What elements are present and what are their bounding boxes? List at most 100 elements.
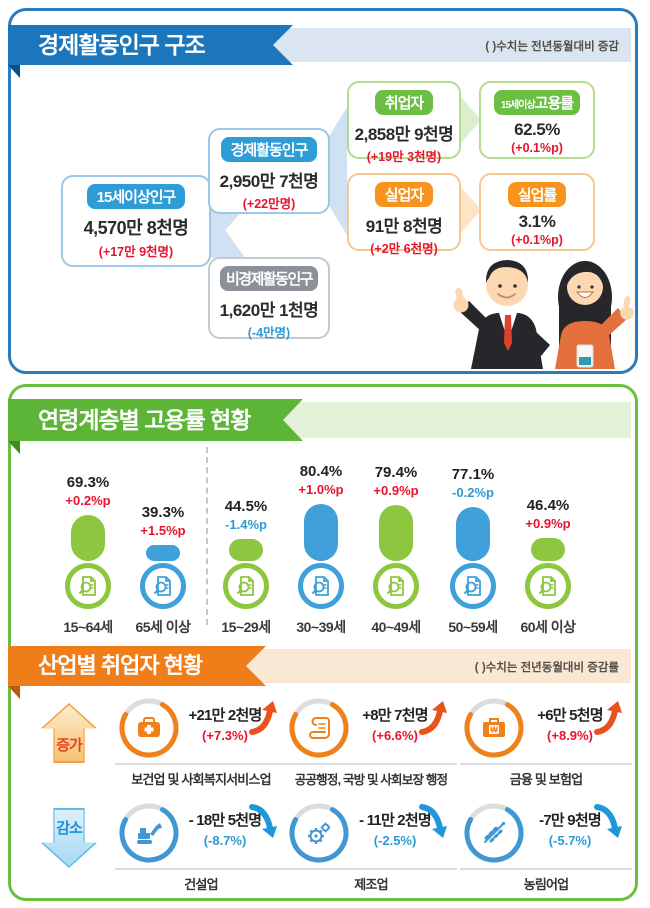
box-label-main: 고용률 bbox=[534, 95, 574, 112]
section1-title: 경제활동인구 구조 bbox=[8, 25, 293, 65]
bar bbox=[146, 545, 180, 561]
industry-value: -7만 9천명 bbox=[539, 812, 601, 829]
industry-rate: (+7.3%) bbox=[202, 728, 248, 743]
doc-magnifier-icon bbox=[298, 563, 344, 609]
industry-rate: (+8.9%) bbox=[547, 728, 593, 743]
bar-change: +0.2%p bbox=[65, 493, 111, 508]
section-employment-stats: 연령계층별 고용률 현황 69.3% +0.2%p 15~64세 39.3% +1.… bbox=[8, 384, 638, 901]
doc-magnifier-icon bbox=[65, 563, 111, 609]
box-employment-rate: 15세이상고용률 62.5% (+0.1%p) bbox=[479, 81, 595, 159]
bar bbox=[304, 504, 338, 561]
decrease-label: 감소 bbox=[56, 820, 83, 837]
divider bbox=[460, 868, 632, 870]
doc-magnifier-icon bbox=[223, 563, 269, 609]
box-value: 1,620만 1천명 bbox=[219, 301, 319, 320]
industry-rate: (-2.5%) bbox=[373, 833, 417, 848]
section-economic-structure: 경제활동인구 구조 ( )수치는 전년동월대비 증감 15세이상인구 4,570… bbox=[8, 8, 638, 374]
ribbon-fold bbox=[8, 686, 20, 699]
section1-note: ( )수치는 전년동월대비 증감 bbox=[485, 41, 619, 53]
trend-up-arrow-icon bbox=[594, 701, 622, 735]
bar bbox=[229, 539, 263, 561]
box-label: 실업자 bbox=[374, 182, 434, 207]
box-value: 3.1% bbox=[518, 212, 556, 231]
thumbs-up-people-illustration bbox=[453, 260, 634, 369]
box-employed: 취업자 2,858만 9천명 (+19만 3천명) bbox=[347, 81, 461, 164]
box-change: (+0.1%p) bbox=[511, 233, 563, 247]
box-unemployed: 실업자 91만 8천명 (+2만 6천명) bbox=[347, 173, 461, 256]
bar-column: 79.4% +0.9%p 40~49세 bbox=[356, 441, 436, 675]
divider bbox=[285, 763, 457, 765]
box-value: 4,570만 8천명 bbox=[83, 218, 189, 238]
bar-change: +1.0%p bbox=[298, 482, 344, 497]
box-change: (+2만 6천명) bbox=[370, 242, 438, 256]
wheat-icon bbox=[463, 802, 525, 864]
bar-value: 79.4% bbox=[374, 464, 418, 481]
doc-magnifier-icon bbox=[140, 563, 186, 609]
scroll-icon bbox=[288, 697, 350, 759]
industry-rate: (+6.6%) bbox=[372, 728, 418, 743]
bar-change: +0.9%p bbox=[373, 483, 419, 498]
industry-name: 건설업 bbox=[184, 877, 218, 892]
svg-text:₩: ₩ bbox=[490, 726, 498, 735]
box-change: (-4만명) bbox=[247, 326, 291, 340]
bar-category-label: 15~29세 bbox=[221, 619, 271, 635]
box-value: 2,950만 7천명 bbox=[219, 172, 319, 191]
excavator-icon bbox=[118, 802, 180, 864]
divider bbox=[115, 763, 287, 765]
increase-label: 증가 bbox=[56, 737, 83, 754]
box-economically-inactive: 비경제활동인구 1,620만 1천명 (-4만명) bbox=[208, 257, 330, 340]
industry-name: 공공행정, 국방 및 사회보장 행정 bbox=[294, 773, 448, 787]
bar bbox=[379, 505, 413, 561]
doc-magnifier-icon bbox=[450, 563, 496, 609]
bar-category-label: 65세 이상 bbox=[135, 619, 191, 635]
box-change: (+17만 9천명) bbox=[98, 245, 174, 259]
industry-item-public-admin: +8만 7천명 (+6.6%) 공공행정, 국방 및 사회보장 행정 bbox=[285, 697, 457, 789]
chart-group-divider bbox=[206, 447, 208, 625]
trend-up-arrow-icon bbox=[249, 701, 277, 735]
industry-rate: (-5.7%) bbox=[548, 833, 592, 848]
trend-down-arrow-icon bbox=[419, 804, 447, 838]
bar-change: +1.5%p bbox=[140, 523, 186, 538]
box-change: (+0.1%p) bbox=[511, 141, 563, 155]
bar-value: 44.5% bbox=[224, 498, 268, 515]
box-unemployment-rate: 실업률 3.1% (+0.1%p) bbox=[479, 173, 595, 251]
industry-item-finance-insurance: ₩ +6만 5천명 (+8.9%) 금융 및 보험업 bbox=[460, 697, 632, 789]
box-label: 15세이상인구 bbox=[86, 184, 186, 209]
trend-down-arrow-icon bbox=[249, 804, 277, 838]
box-label: 실업률 bbox=[507, 182, 567, 207]
industry-name: 보건업 및 사회복지서비스업 bbox=[131, 772, 271, 787]
gears-icon bbox=[288, 802, 350, 864]
industry-item-agriculture: -7만 9천명 (-5.7%) 농림어업 bbox=[460, 802, 632, 894]
divider bbox=[460, 763, 632, 765]
bar-category-label: 60세 이상 bbox=[520, 619, 576, 635]
decrease-arrow-icon: 감소 bbox=[41, 808, 97, 868]
industry-name: 금융 및 보험업 bbox=[509, 772, 583, 787]
bar-column: 80.4% +1.0%p 30~39세 bbox=[281, 441, 361, 675]
box-label: 경제활동인구 bbox=[220, 137, 318, 162]
box-change: (+19만 3천명) bbox=[366, 150, 442, 164]
bar-value: 77.1% bbox=[451, 466, 495, 483]
industry-item-construction: - 18만 5천명 (-8.7%) 건설업 bbox=[115, 802, 287, 894]
box-label: 15세이상고용률 bbox=[493, 90, 581, 115]
divider bbox=[285, 868, 457, 870]
section2-title: 연령계층별 고용률 현황 bbox=[8, 399, 303, 441]
bar bbox=[531, 538, 565, 561]
box-label: 취업자 bbox=[374, 90, 434, 115]
section3-note: ( )수치는 전년동월대비 증감률 bbox=[474, 662, 619, 674]
bar-column: 77.1% -0.2%p 50~59세 bbox=[433, 441, 513, 675]
trend-down-arrow-icon bbox=[594, 804, 622, 838]
industry-name: 농림어업 bbox=[523, 877, 569, 892]
box-value: 2,858만 9천명 bbox=[354, 125, 454, 144]
section3-title: 산업별 취업자 현황 bbox=[8, 646, 266, 686]
bar bbox=[456, 507, 490, 561]
industry-rate: (-8.7%) bbox=[203, 833, 247, 848]
box-value: 91만 8천명 bbox=[365, 217, 443, 236]
bar-value: 46.4% bbox=[526, 497, 570, 514]
box-change: (+22만명) bbox=[242, 197, 296, 211]
doc-magnifier-icon bbox=[373, 563, 419, 609]
won-briefcase-icon: ₩ bbox=[463, 697, 525, 759]
bar-change: +0.9%p bbox=[525, 516, 571, 531]
industry-value: - 11만 2천명 bbox=[359, 812, 432, 829]
industry-name: 제조업 bbox=[354, 877, 388, 892]
doc-magnifier-icon bbox=[525, 563, 571, 609]
